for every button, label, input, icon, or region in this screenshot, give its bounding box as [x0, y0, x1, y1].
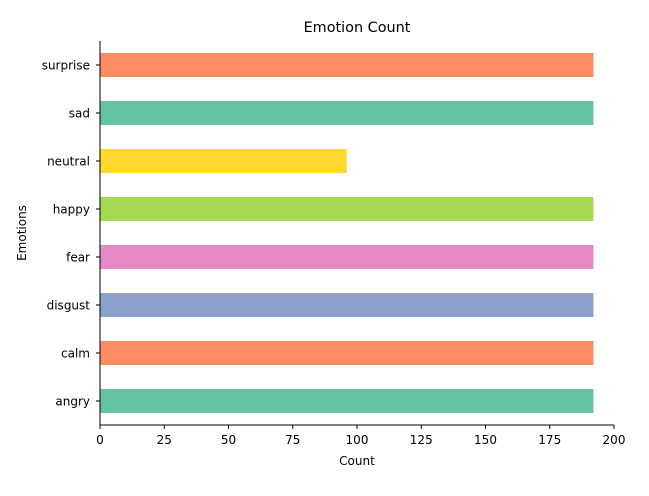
x-tick-label-150: 150	[474, 433, 497, 447]
y-axis-ticks: angry calm disgust fear happy neutral sad surpr…	[42, 59, 100, 409]
y-tick-label-sad: sad	[69, 107, 90, 121]
chart-title: Emotion Count	[304, 20, 411, 36]
y-tick-label-fear: fear	[66, 251, 90, 265]
bar-sad	[100, 101, 594, 125]
x-tick-label-100: 100	[346, 433, 369, 447]
x-tick-label-125: 125	[410, 433, 433, 447]
x-tick-label-25: 25	[157, 433, 172, 447]
y-tick-label-surprise: surprise	[42, 59, 90, 73]
y-tick-label-happy: happy	[53, 203, 90, 217]
y-tick-label-angry: angry	[55, 395, 90, 409]
bar-neutral	[100, 149, 347, 173]
y-tick-label-neutral: neutral	[47, 155, 90, 169]
y-tick-label-calm: calm	[61, 347, 90, 361]
bars-layer	[100, 53, 594, 413]
x-axis-label: Count	[339, 454, 375, 468]
x-tick-label-0: 0	[96, 433, 104, 447]
bar-fear	[100, 245, 594, 269]
x-axis-ticks: 0 25 50 75 100 125 150 175 200	[96, 425, 625, 447]
x-tick-label-75: 75	[285, 433, 300, 447]
bar-surprise	[100, 53, 594, 77]
y-axis-label: Emotions	[15, 205, 29, 261]
y-tick-label-disgust: disgust	[47, 299, 91, 313]
x-tick-label-175: 175	[538, 433, 561, 447]
bar-disgust	[100, 293, 594, 317]
bar-happy	[100, 197, 594, 221]
bar-angry	[100, 389, 594, 413]
x-tick-label-50: 50	[221, 433, 236, 447]
bar-calm	[100, 341, 594, 365]
x-tick-label-200: 200	[603, 433, 626, 447]
